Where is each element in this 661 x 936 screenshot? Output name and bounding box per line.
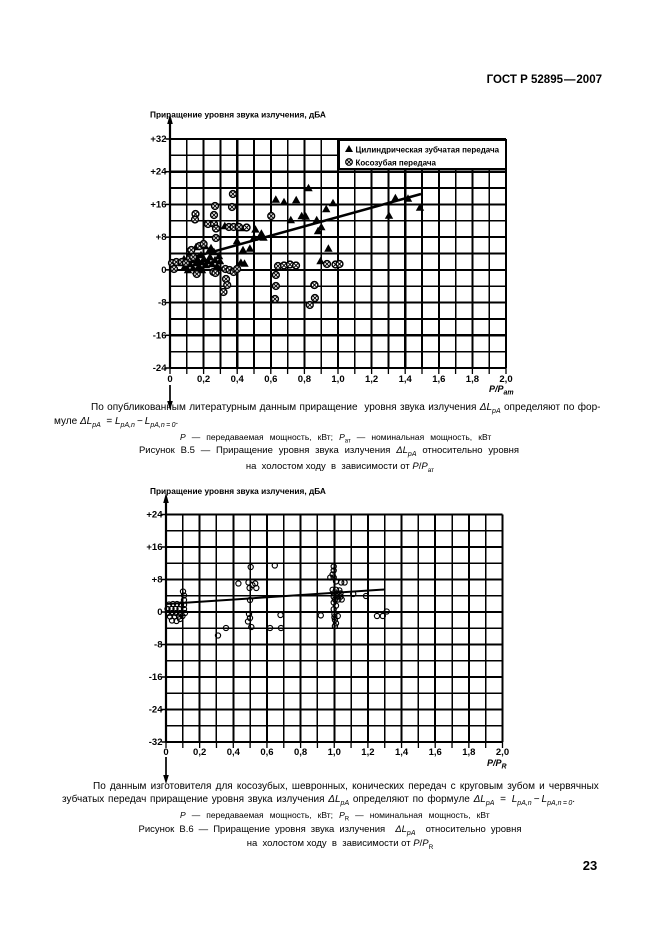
svg-text:1,4: 1,4 <box>395 747 409 758</box>
svg-text:2,0: 2,0 <box>496 747 509 758</box>
svg-text:-8: -8 <box>158 298 166 309</box>
svg-text:+24: +24 <box>150 167 167 178</box>
svg-text:1,6: 1,6 <box>429 747 442 758</box>
svg-text:P/PR: P/PR <box>487 758 507 771</box>
svg-text:1,0: 1,0 <box>328 747 341 758</box>
svg-text:+16: +16 <box>146 542 162 553</box>
svg-text:1,8: 1,8 <box>462 747 475 758</box>
svg-text:0,6: 0,6 <box>264 374 277 385</box>
svg-text:-24: -24 <box>149 705 163 716</box>
svg-text:0: 0 <box>161 265 166 276</box>
svg-text:0,8: 0,8 <box>298 374 311 385</box>
svg-text:0,4: 0,4 <box>231 374 245 385</box>
svg-text:+8: +8 <box>156 232 167 243</box>
svg-text:-8: -8 <box>154 640 162 651</box>
svg-text:0: 0 <box>167 374 172 385</box>
svg-text:-16: -16 <box>153 330 167 341</box>
svg-text:+32: +32 <box>150 134 166 145</box>
svg-text:0,2: 0,2 <box>197 374 210 385</box>
svg-text:0: 0 <box>157 607 162 618</box>
svg-text:+24: +24 <box>146 510 163 521</box>
svg-text:Цилиндрическая зубчатая переда: Цилиндрическая зубчатая передача <box>356 146 500 155</box>
svg-text:+8: +8 <box>152 575 163 586</box>
svg-text:1,2: 1,2 <box>361 747 374 758</box>
svg-text:Приращение уровня звука излуче: Приращение уровня звука излучения, дБА <box>150 110 326 120</box>
svg-text:-16: -16 <box>149 672 163 683</box>
svg-text:0,2: 0,2 <box>193 747 206 758</box>
svg-text:0,8: 0,8 <box>294 747 307 758</box>
svg-text:Приращение уровня звука излуче: Приращение уровня звука излучения, дБА <box>150 486 326 496</box>
svg-text:0,6: 0,6 <box>260 747 273 758</box>
svg-text:+16: +16 <box>150 199 166 210</box>
svg-text:0,4: 0,4 <box>227 747 241 758</box>
svg-text:Косозубая передача: Косозубая передача <box>356 159 437 168</box>
svg-text:0: 0 <box>163 747 168 758</box>
svg-text:P/Pат: P/Pат <box>489 384 514 397</box>
svg-text:1,6: 1,6 <box>432 374 445 385</box>
svg-text:1,2: 1,2 <box>365 374 378 385</box>
svg-text:-24: -24 <box>153 363 167 374</box>
svg-text:1,4: 1,4 <box>399 374 413 385</box>
svg-text:-32: -32 <box>149 737 163 748</box>
svg-text:1,8: 1,8 <box>466 374 479 385</box>
svg-text:1,0: 1,0 <box>331 374 344 385</box>
svg-text:2,0: 2,0 <box>499 374 512 385</box>
